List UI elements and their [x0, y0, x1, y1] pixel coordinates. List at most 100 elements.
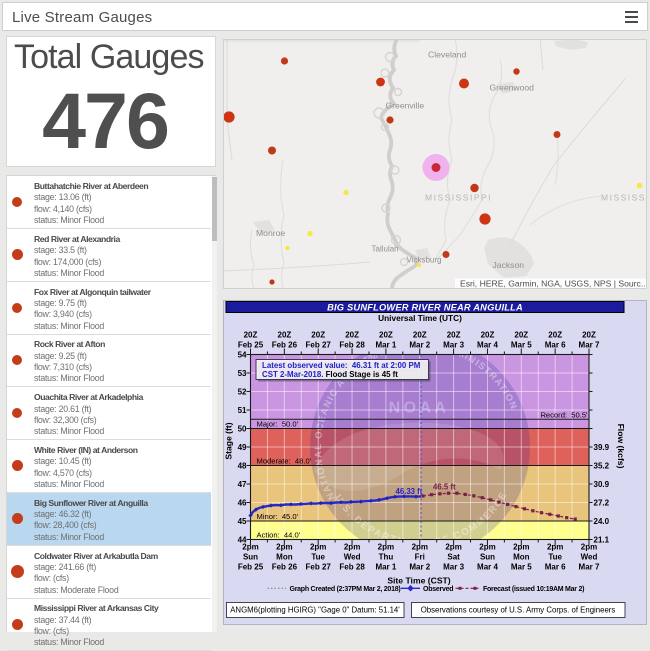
svg-text:20Z: 20Z — [447, 331, 461, 340]
svg-text:45: 45 — [238, 517, 247, 526]
svg-text:Mar 3: Mar 3 — [443, 563, 464, 572]
svg-text:Mar 4: Mar 4 — [477, 341, 498, 350]
svg-text:NOAA: NOAA — [389, 400, 450, 417]
svg-text:20Z: 20Z — [311, 331, 325, 340]
svg-text:20Z: 20Z — [413, 331, 427, 340]
svg-text:Vicksburg: Vicksburg — [407, 256, 442, 265]
svg-text:Feb 26: Feb 26 — [272, 563, 298, 572]
svg-text:53: 53 — [238, 369, 247, 378]
svg-text:Feb 27: Feb 27 — [306, 341, 332, 350]
svg-text:20Z: 20Z — [278, 331, 292, 340]
svg-text:2pm: 2pm — [581, 543, 597, 552]
svg-text:Mar 6: Mar 6 — [545, 563, 566, 572]
svg-text:BIG SUNFLOWER RIVER NEAR ANGUI: BIG SUNFLOWER RIVER NEAR ANGUILLA — [327, 303, 523, 313]
svg-text:2pm: 2pm — [310, 543, 326, 552]
svg-text:Stage (ft): Stage (ft) — [224, 422, 234, 459]
svg-text:52: 52 — [238, 387, 247, 396]
svg-text:Major: 50.0': Major: 50.0' — [257, 420, 299, 429]
svg-text:Feb 26: Feb 26 — [272, 341, 298, 350]
svg-text:46: 46 — [238, 498, 247, 507]
svg-text:Tue: Tue — [311, 553, 325, 562]
svg-text:Record: 50.5': Record: 50.5' — [540, 410, 588, 419]
svg-text:Mar 1: Mar 1 — [375, 563, 396, 572]
svg-text:CST 2-Mar-2018. Flood Stage is: CST 2-Mar-2018. Flood Stage is 45 ft — [262, 370, 398, 379]
svg-text:Feb 28: Feb 28 — [339, 341, 365, 350]
svg-text:Feb 27: Feb 27 — [306, 563, 332, 572]
svg-text:Mar 4: Mar 4 — [477, 563, 498, 572]
svg-text:20Z: 20Z — [514, 331, 528, 340]
svg-text:Mar 3: Mar 3 — [443, 341, 464, 350]
svg-text:2pm: 2pm — [344, 543, 360, 552]
svg-text:Sun: Sun — [243, 553, 258, 562]
svg-text:46.33 ft: 46.33 ft — [396, 487, 423, 496]
svg-text:Mar 1: Mar 1 — [375, 341, 396, 350]
svg-text:ANGM6(plotting HGIRG) "Gage 0": ANGM6(plotting HGIRG) "Gage 0" Datum: 51… — [230, 606, 400, 615]
svg-text:Wed: Wed — [344, 553, 361, 562]
svg-text:20Z: 20Z — [582, 331, 596, 340]
svg-text:MISSISSIPPI: MISSISSIPPI — [425, 193, 492, 203]
svg-text:Latest observed value: 46.31: Latest observed value: 46.31 ft at 2:00 … — [262, 361, 421, 370]
svg-text:49: 49 — [238, 443, 247, 452]
svg-text:Monroe: Monroe — [256, 228, 285, 238]
svg-text:2pm: 2pm — [445, 543, 461, 552]
svg-text:20Z: 20Z — [548, 331, 562, 340]
svg-text:Tallulah: Tallulah — [372, 245, 399, 254]
svg-text:27.2: 27.2 — [594, 498, 610, 507]
svg-text:2pm: 2pm — [412, 543, 428, 552]
svg-text:20Z: 20Z — [379, 331, 393, 340]
svg-text:44: 44 — [238, 535, 247, 544]
svg-text:Cleveland: Cleveland — [428, 50, 466, 60]
svg-text:Mon: Mon — [276, 553, 293, 562]
svg-text:50: 50 — [238, 424, 247, 433]
svg-text:20Z: 20Z — [345, 331, 359, 340]
svg-text:2pm: 2pm — [513, 543, 529, 552]
svg-text:35.2: 35.2 — [594, 461, 610, 470]
svg-text:21.1: 21.1 — [594, 535, 610, 544]
svg-text:Forecast (issued 10:19AM Mar 2: Forecast (issued 10:19AM Mar 2) — [483, 586, 584, 593]
svg-text:48: 48 — [238, 461, 247, 470]
svg-text:Feb 25: Feb 25 — [238, 341, 264, 350]
svg-text:51: 51 — [238, 406, 247, 415]
svg-text:Universal Time (UTC): Universal Time (UTC) — [378, 313, 462, 323]
svg-text:Mar 2: Mar 2 — [409, 563, 430, 572]
svg-text:2pm: 2pm — [276, 543, 292, 552]
svg-text:Mar 7: Mar 7 — [579, 563, 600, 572]
svg-text:20Z: 20Z — [481, 331, 495, 340]
svg-text:Greenwood: Greenwood — [490, 83, 535, 93]
svg-text:Action: 44.0': Action: 44.0' — [257, 530, 301, 539]
svg-text:Site Time (CST): Site Time (CST) — [387, 576, 450, 586]
svg-text:20Z: 20Z — [244, 331, 258, 340]
svg-text:2pm: 2pm — [242, 543, 258, 552]
svg-text:Mon: Mon — [513, 553, 530, 562]
svg-text:2pm: 2pm — [479, 543, 495, 552]
svg-text:24.0: 24.0 — [594, 517, 610, 526]
svg-text:2pm: 2pm — [378, 543, 394, 552]
svg-text:30.9: 30.9 — [594, 480, 610, 489]
svg-text:Graph Created (2:37PM Mar 2, 2: Graph Created (2:37PM Mar 2, 2018) — [290, 586, 401, 593]
svg-text:Mar 5: Mar 5 — [511, 563, 532, 572]
svg-text:Mar 5: Mar 5 — [511, 341, 532, 350]
svg-text:39.9: 39.9 — [594, 443, 610, 452]
svg-text:Sun: Sun — [480, 553, 495, 562]
svg-text:Wed: Wed — [581, 553, 598, 562]
svg-text:Esri, HERE, Garmin, NGA, USGS,: Esri, HERE, Garmin, NGA, USGS, NPS | Sou… — [460, 279, 647, 289]
svg-text:Flow (kcfs): Flow (kcfs) — [616, 424, 626, 469]
svg-text:Sat: Sat — [447, 553, 460, 562]
svg-text:47: 47 — [238, 480, 247, 489]
svg-text:Greenville: Greenville — [386, 101, 425, 111]
svg-text:Tue: Tue — [548, 553, 562, 562]
svg-text:Observations courtesy of U.S.: Observations courtesy of U.S. Army Corps… — [421, 606, 616, 615]
svg-text:Observed: Observed — [423, 586, 453, 593]
svg-text:Thu: Thu — [379, 553, 394, 562]
svg-text:Mar 6: Mar 6 — [545, 341, 566, 350]
svg-text:Moderate: 48.0': Moderate: 48.0' — [257, 457, 312, 466]
svg-text:Jackson: Jackson — [493, 260, 525, 270]
svg-text:Fri: Fri — [415, 553, 425, 562]
svg-text:MISSISSI: MISSISSI — [601, 193, 647, 203]
svg-text:Minor: 45.0': Minor: 45.0' — [257, 512, 299, 521]
svg-text:2pm: 2pm — [547, 543, 563, 552]
svg-text:54: 54 — [238, 350, 247, 359]
svg-text:Mar 7: Mar 7 — [579, 341, 600, 350]
svg-text:Mar 2: Mar 2 — [409, 341, 430, 350]
svg-text:Feb 25: Feb 25 — [238, 563, 264, 572]
